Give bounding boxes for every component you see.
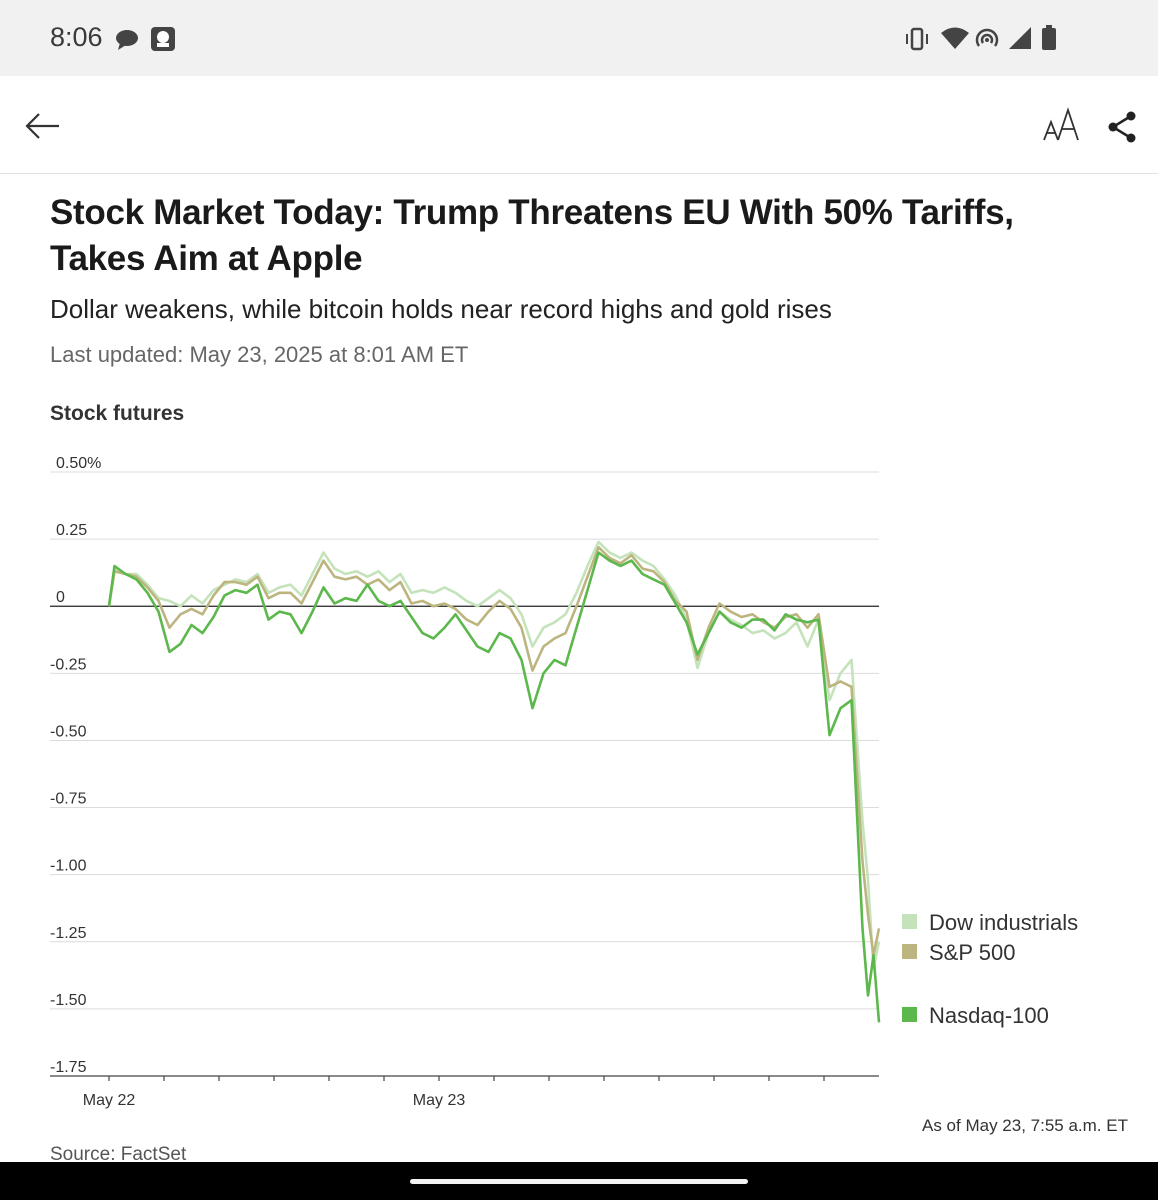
- series-line: [107, 551, 881, 1023]
- article-headline: Stock Market Today: Trump Threatens EU W…: [50, 193, 1014, 278]
- legend-swatch: [902, 1007, 917, 1022]
- legend-label: S&P 500: [929, 940, 1015, 965]
- battery-icon: [1042, 25, 1056, 50]
- cell-signal-icon: [1009, 27, 1031, 49]
- last-updated: Last updated: May 23, 2025 at 8:01 AM ET: [50, 342, 469, 367]
- chart-title: Stock futures: [50, 402, 185, 425]
- y-tick-label: 0.25: [56, 522, 87, 539]
- app-bar: [0, 76, 1158, 174]
- y-tick-label: -0.50: [50, 723, 87, 740]
- chart-source: Source: FactSet: [50, 1144, 187, 1165]
- app-notification-icon: [151, 27, 175, 51]
- chart-asof: As of May 23, 7:55 a.m. ET: [922, 1116, 1128, 1135]
- legend-swatch: [902, 914, 917, 929]
- chart-legend: Dow industrials S&P 500 Nasdaq-100: [902, 910, 1078, 1028]
- wifi-icon: [941, 27, 969, 49]
- y-tick-label: -1.00: [50, 858, 87, 875]
- x-tick-label: May 22: [83, 1092, 136, 1109]
- status-time: 8:06: [50, 22, 103, 52]
- series-line: [107, 545, 881, 957]
- navigation-bar: [0, 1162, 1158, 1200]
- status-bar: 8:06: [0, 0, 1158, 76]
- vibrate-icon: [906, 27, 928, 51]
- y-tick-label: -1.25: [50, 925, 87, 942]
- y-tick-label: -0.25: [50, 656, 87, 673]
- series-line: [107, 540, 881, 970]
- x-tick-label: May 23: [413, 1092, 466, 1109]
- article-dek: Dollar weakens, while bitcoin holds near…: [50, 294, 832, 324]
- share-icon[interactable]: [1106, 110, 1138, 144]
- back-arrow-icon[interactable]: [22, 106, 62, 146]
- chat-notification-icon: [116, 30, 138, 50]
- stock-futures-chart: 0.50% 0.25 0 -0.25 -0.50 -0.75 -1.00 -1.25 -1.50…: [50, 455, 1078, 1109]
- legend-label: Dow industrials: [929, 910, 1078, 935]
- y-tick-label: -0.75: [50, 791, 87, 808]
- home-gesture-handle[interactable]: [410, 1179, 748, 1184]
- text-size-icon[interactable]: [1040, 104, 1082, 146]
- legend-swatch: [902, 944, 917, 959]
- y-tick-label: -1.50: [50, 992, 87, 1009]
- y-tick-label: 0.50%: [56, 455, 101, 472]
- x-axis: May 22 May 23: [50, 1075, 879, 1109]
- y-tick-label: 0: [56, 589, 65, 606]
- chart-series: [107, 540, 881, 1023]
- chart-grid: 0.50% 0.25 0 -0.25 -0.50 -0.75 -1.00 -1.25 -1.50…: [50, 455, 879, 1077]
- y-tick-label: -1.75: [50, 1059, 87, 1076]
- legend-label: Nasdaq-100: [929, 1003, 1049, 1028]
- hotspot-icon: [975, 28, 999, 47]
